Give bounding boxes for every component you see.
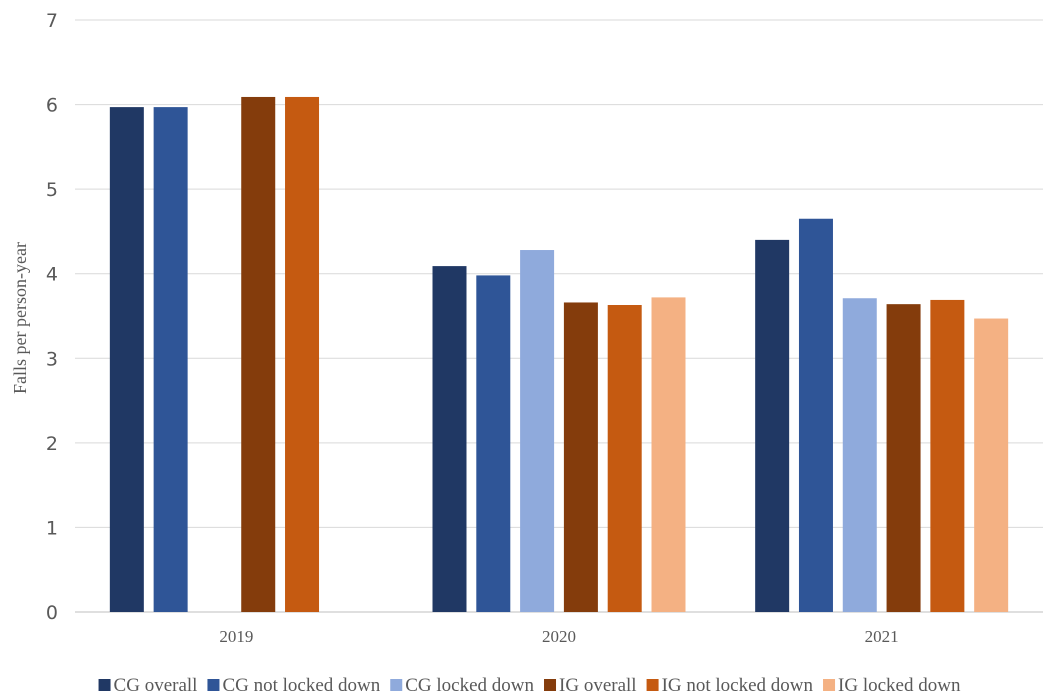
bar <box>755 239 790 612</box>
bar <box>432 266 467 612</box>
y-axis-ticks: 0 1 2 3 4 5 6 7 <box>46 10 58 624</box>
x-category-label: 2020 <box>542 627 576 646</box>
bar <box>241 96 276 612</box>
y-tick-label: 4 <box>46 264 58 286</box>
legend-label: IG not locked down <box>662 675 814 696</box>
gridlines <box>75 19 1043 613</box>
legend-label: IG locked down <box>838 675 961 696</box>
y-tick-label: 2 <box>46 433 58 455</box>
legend-label: CG locked down <box>405 675 534 696</box>
bar <box>285 96 320 612</box>
bar <box>153 107 188 612</box>
x-category-label: 2019 <box>219 627 253 646</box>
legend-item: IG not locked down <box>646 675 814 696</box>
y-tick-label: 3 <box>46 348 58 370</box>
bar <box>974 318 1009 612</box>
legend-label: CG not locked down <box>222 675 380 696</box>
bar <box>520 250 555 612</box>
bar <box>476 275 511 612</box>
legend-label: CG overall <box>114 675 198 696</box>
legend-swatch <box>823 679 836 691</box>
legend: CG overall CG not locked down CG locked do… <box>98 675 961 696</box>
legend-item: CG locked down <box>390 675 535 696</box>
bar <box>607 305 642 612</box>
bar <box>842 298 877 612</box>
legend-item: CG not locked down <box>207 675 381 696</box>
legend-swatch <box>390 679 403 691</box>
bar <box>798 218 833 612</box>
bar <box>651 297 686 612</box>
y-tick-label: 0 <box>46 602 58 624</box>
y-tick-label: 5 <box>46 179 58 201</box>
bar <box>563 302 598 612</box>
y-tick-label: 7 <box>46 10 58 32</box>
x-category-label: 2021 <box>865 627 899 646</box>
bar <box>886 304 921 612</box>
bars <box>109 96 1009 612</box>
legend-item: IG overall <box>544 675 637 696</box>
bar <box>109 107 144 612</box>
y-axis-label: Falls per person-year <box>10 242 30 394</box>
legend-label: IG overall <box>559 675 637 696</box>
legend-swatch <box>207 679 220 691</box>
legend-item: CG overall <box>98 675 198 696</box>
y-tick-label: 1 <box>46 517 58 539</box>
y-tick-label: 6 <box>46 95 58 117</box>
x-axis-categories: 2019 2020 2021 <box>219 627 898 646</box>
legend-swatch <box>646 679 659 691</box>
legend-swatch <box>544 679 557 691</box>
bar <box>930 299 965 612</box>
legend-swatch <box>98 679 111 691</box>
legend-item: IG locked down <box>823 675 961 696</box>
